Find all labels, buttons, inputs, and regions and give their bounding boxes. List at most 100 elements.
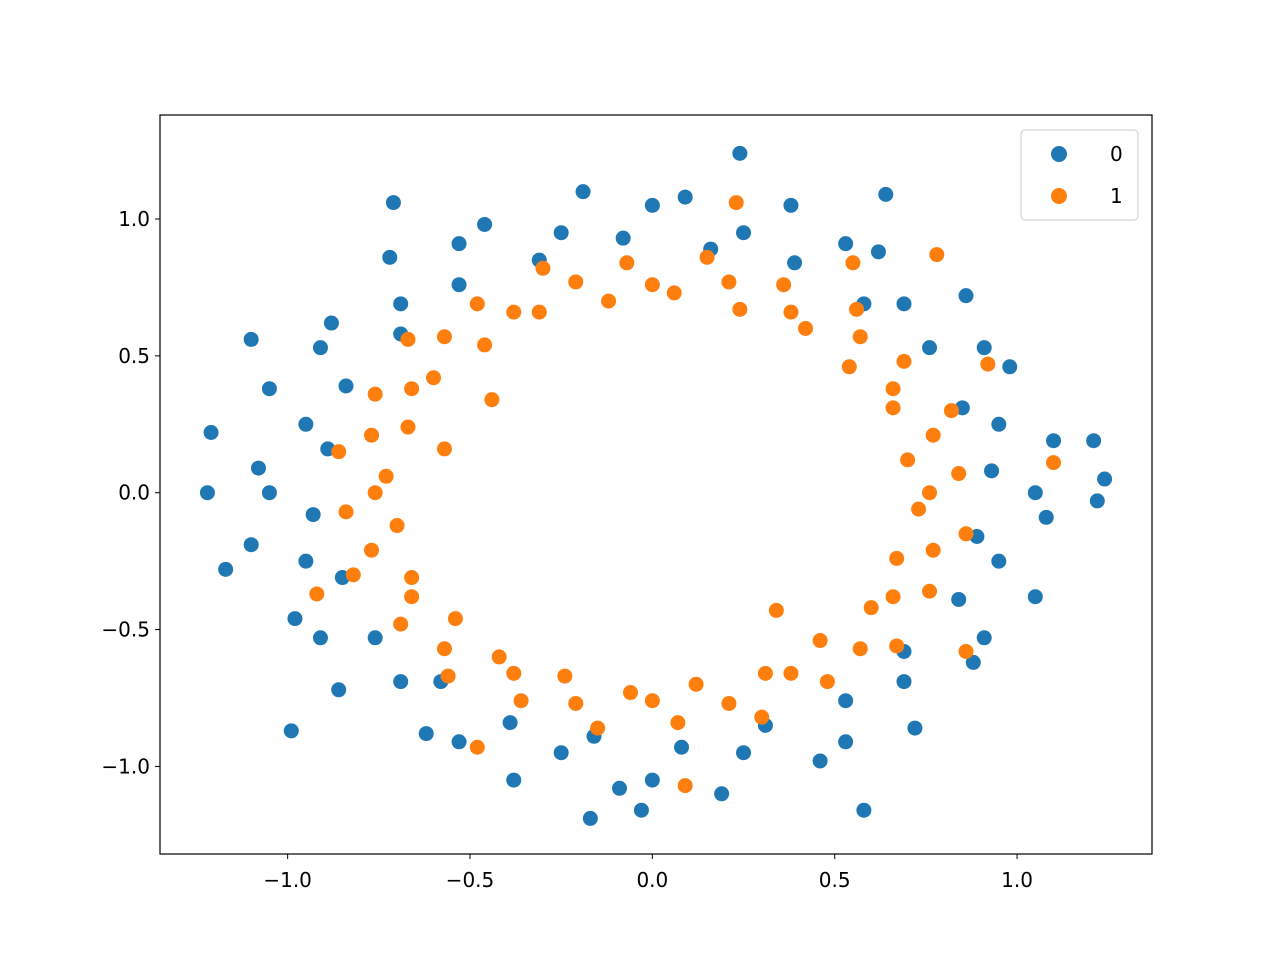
point-series-0	[1038, 509, 1054, 525]
point-series-0	[298, 416, 314, 432]
point-series-0	[1097, 471, 1113, 487]
point-series-1	[436, 441, 452, 457]
point-series-0	[991, 553, 1007, 569]
point-series-1	[980, 356, 996, 372]
point-series-0	[736, 745, 752, 761]
point-series-1	[900, 452, 916, 468]
x-tick-label: 1.0	[1001, 868, 1033, 892]
point-series-0	[323, 315, 339, 331]
point-series-0	[714, 786, 730, 802]
point-series-1	[783, 304, 799, 320]
point-series-0	[203, 424, 219, 440]
point-series-1	[885, 589, 901, 605]
point-series-0	[958, 288, 974, 304]
point-series-1	[619, 255, 635, 271]
point-series-1	[367, 485, 383, 501]
point-series-0	[451, 734, 467, 750]
point-series-1	[776, 277, 792, 293]
point-series-1	[768, 602, 784, 618]
point-series-1	[798, 320, 814, 336]
point-series-1	[331, 444, 347, 460]
point-series-0	[907, 720, 923, 736]
point-series-1	[889, 550, 905, 566]
point-series-0	[870, 244, 886, 260]
point-series-0	[451, 236, 467, 252]
point-series-1	[721, 274, 737, 290]
y-tick-label: −1.0	[101, 754, 150, 778]
point-series-0	[677, 189, 693, 205]
point-series-0	[312, 630, 328, 646]
point-series-0	[615, 230, 631, 246]
point-series-0	[991, 416, 1007, 432]
point-series-0	[896, 674, 912, 690]
point-series-0	[1046, 433, 1062, 449]
point-series-1	[852, 329, 868, 345]
point-series-1	[364, 542, 380, 558]
point-series-1	[491, 649, 507, 665]
point-series-1	[819, 674, 835, 690]
point-series-0	[1086, 433, 1102, 449]
point-series-0	[243, 537, 259, 553]
point-series-1	[849, 301, 865, 317]
point-series-1	[951, 466, 967, 482]
point-series-1	[531, 304, 547, 320]
point-series-1	[345, 567, 361, 583]
point-series-0	[922, 340, 938, 356]
legend-marker-1	[1051, 188, 1067, 204]
point-series-0	[477, 216, 493, 232]
point-series-1	[925, 427, 941, 443]
point-series-0	[393, 674, 409, 690]
point-series-0	[736, 225, 752, 241]
point-series-0	[287, 611, 303, 627]
point-series-0	[575, 184, 591, 200]
point-series-0	[976, 630, 992, 646]
point-series-0	[812, 753, 828, 769]
point-series-0	[261, 485, 277, 501]
point-series-1	[404, 570, 420, 586]
point-series-1	[393, 616, 409, 632]
point-series-1	[754, 709, 770, 725]
point-series-1	[732, 301, 748, 317]
point-series-0	[382, 249, 398, 265]
y-tick-label: 0.0	[118, 481, 150, 505]
point-series-0	[612, 780, 628, 796]
point-series-1	[889, 638, 905, 654]
point-series-0	[951, 591, 967, 607]
point-series-0	[393, 296, 409, 312]
point-series-1	[885, 381, 901, 397]
point-series-1	[644, 693, 660, 709]
point-series-1	[943, 403, 959, 419]
point-series-0	[1027, 589, 1043, 605]
point-series-0	[553, 225, 569, 241]
point-series-1	[568, 695, 584, 711]
point-series-0	[1089, 493, 1105, 509]
point-series-1	[666, 285, 682, 301]
point-series-1	[958, 526, 974, 542]
axes-frame	[159, 114, 1153, 855]
points-layer	[199, 145, 1113, 826]
point-series-0	[312, 340, 328, 356]
point-series-0	[385, 195, 401, 211]
point-series-1	[1046, 455, 1062, 471]
point-series-1	[367, 386, 383, 402]
point-series-0	[418, 726, 434, 742]
point-series-1	[506, 665, 522, 681]
point-series-1	[622, 685, 638, 701]
point-series-0	[451, 277, 467, 293]
y-tick-label: −0.5	[101, 618, 150, 642]
y-axis: −1.0 −0.5 0.0 0.5 1.0	[101, 207, 160, 778]
point-series-1	[568, 274, 584, 290]
point-series-1	[925, 542, 941, 558]
point-series-0	[838, 734, 854, 750]
point-series-1	[590, 720, 606, 736]
point-series-0	[367, 630, 383, 646]
point-series-1	[728, 195, 744, 211]
point-series-1	[845, 255, 861, 271]
point-series-1	[447, 611, 463, 627]
point-series-0	[331, 682, 347, 698]
point-series-1	[929, 247, 945, 263]
point-series-1	[436, 329, 452, 345]
point-series-1	[721, 695, 737, 711]
point-series-0	[633, 802, 649, 818]
